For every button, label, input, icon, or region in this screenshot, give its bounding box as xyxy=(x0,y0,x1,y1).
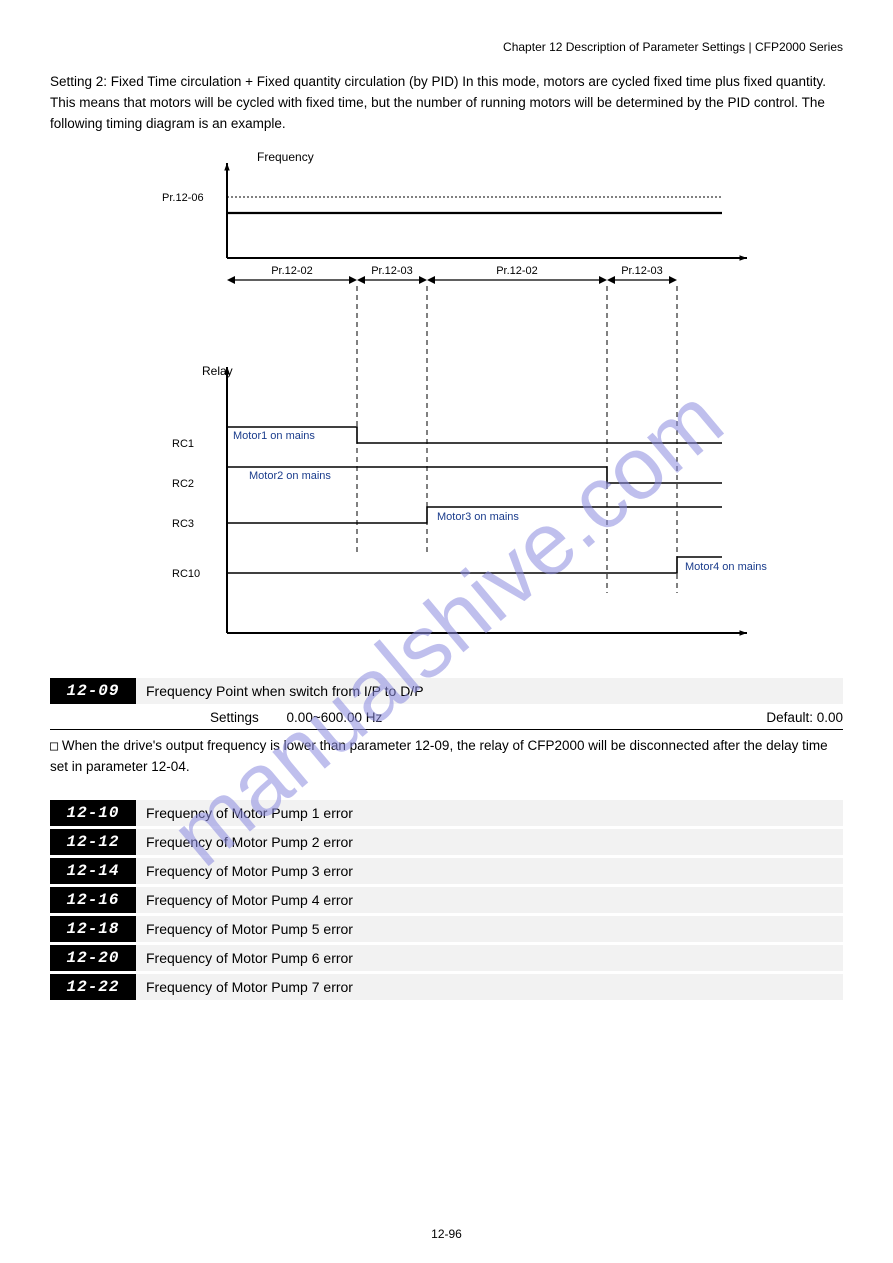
param-label-12-18: Frequency of Motor Pump 5 error xyxy=(136,921,353,937)
seg-display-12-20: 12-20 xyxy=(50,945,136,971)
intro-text: Setting 2: Fixed Time circulation + Fixe… xyxy=(50,72,843,135)
param-12-09-label: Frequency Point when switch from I/P to … xyxy=(136,683,424,699)
param-label-12-22: Frequency of Motor Pump 7 error xyxy=(136,979,353,995)
seg-display-12-10: 12-10 xyxy=(50,800,136,826)
svg-text:Motor3 on mains: Motor3 on mains xyxy=(437,511,519,523)
svg-text:Pr.12-02: Pr.12-02 xyxy=(271,265,313,277)
svg-text:Motor4 on mains: Motor4 on mains xyxy=(685,561,767,573)
svg-text:Pr.12-03: Pr.12-03 xyxy=(371,265,413,277)
svg-text:RC10: RC10 xyxy=(172,568,200,580)
seg-display-12-16: 12-16 xyxy=(50,887,136,913)
default-value: 0.00 xyxy=(817,710,843,725)
settings-label: Settings xyxy=(210,710,259,725)
default-label: Default: xyxy=(766,710,813,725)
svg-text:RC2: RC2 xyxy=(172,478,194,490)
svg-text:RC3: RC3 xyxy=(172,518,194,530)
param-label-12-20: Frequency of Motor Pump 6 error xyxy=(136,950,353,966)
param-row-12-14: 12-14Frequency of Motor Pump 3 error xyxy=(50,858,843,884)
seg-display-12-12: 12-12 xyxy=(50,829,136,855)
chapter-header: Chapter 12 Description of Parameter Sett… xyxy=(50,40,843,54)
seg-display-12-18: 12-18 xyxy=(50,916,136,942)
seg-display-12-09: 12-09 xyxy=(50,678,136,704)
param-label-12-16: Frequency of Motor Pump 4 error xyxy=(136,892,353,908)
param-row-12-12: 12-12Frequency of Motor Pump 2 error xyxy=(50,829,843,855)
svg-text:Motor1 on mains: Motor1 on mains xyxy=(233,430,315,442)
param-row-12-20: 12-20Frequency of Motor Pump 6 error xyxy=(50,945,843,971)
param-row-12-18: 12-18Frequency of Motor Pump 5 error xyxy=(50,916,843,942)
param-label-12-12: Frequency of Motor Pump 2 error xyxy=(136,834,353,850)
seg-display-12-22: 12-22 xyxy=(50,974,136,1000)
note-block: □ When the drive's output frequency is l… xyxy=(50,729,843,778)
page-number: 12-96 xyxy=(50,1227,843,1241)
svg-text:Pr.12-03: Pr.12-03 xyxy=(621,265,663,277)
param-label-12-14: Frequency of Motor Pump 3 error xyxy=(136,863,353,879)
param-label-12-10: Frequency of Motor Pump 1 error xyxy=(136,805,353,821)
svg-text:RC1: RC1 xyxy=(172,438,194,450)
note-bullet-icon: □ xyxy=(50,738,58,754)
svg-text:Motor2 on mains: Motor2 on mains xyxy=(249,470,331,482)
note-text: When the drive's output frequency is low… xyxy=(50,738,828,774)
timing-diagram: Frequency Pr.12-06 Pr.12-02 Pr.12-03 Pr.12-0… xyxy=(50,143,843,668)
param-row-12-22: 12-22Frequency of Motor Pump 7 error xyxy=(50,974,843,1000)
seg-display-12-14: 12-14 xyxy=(50,858,136,884)
param-row-12-10: 12-10Frequency of Motor Pump 1 error xyxy=(50,800,843,826)
param-row-12-16: 12-16Frequency of Motor Pump 4 error xyxy=(50,887,843,913)
svg-text:Pr.12-02: Pr.12-02 xyxy=(496,265,538,277)
settings-value: 0.00~600.00 Hz xyxy=(287,710,383,725)
param-12-09-row: 12-09 Frequency Point when switch from I… xyxy=(50,678,843,704)
svg-text:Frequency: Frequency xyxy=(257,150,314,164)
svg-text:Pr.12-06: Pr.12-06 xyxy=(162,192,204,204)
